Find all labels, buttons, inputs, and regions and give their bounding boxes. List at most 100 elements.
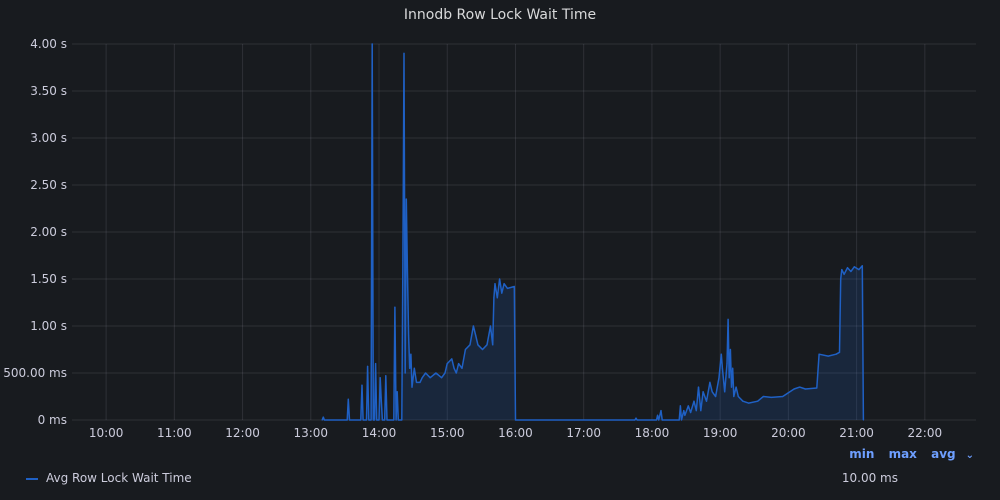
x-tick-label: 22:00 <box>908 426 943 440</box>
data-point <box>453 367 455 369</box>
y-tick-label: 4.00 s <box>30 37 67 51</box>
data-point <box>489 325 492 327</box>
legend-max-header[interactable]: max <box>888 447 917 461</box>
data-point <box>635 417 637 419</box>
data-point <box>435 372 437 374</box>
data-point <box>415 381 418 383</box>
data-point <box>729 348 731 351</box>
y-tick-label: 500.00 ms <box>3 366 67 380</box>
data-point <box>634 419 636 421</box>
data-point <box>444 372 446 374</box>
data-point <box>747 402 750 404</box>
data-point <box>395 419 397 421</box>
data-point <box>411 386 413 388</box>
data-point <box>362 419 364 421</box>
data-point <box>376 419 378 421</box>
data-point <box>323 419 326 421</box>
x-tick-label: 15:00 <box>430 426 465 440</box>
y-tick-label: 1.00 s <box>30 319 67 333</box>
data-point <box>375 363 377 365</box>
data-point <box>727 318 729 321</box>
data-point <box>501 292 503 294</box>
data-point <box>697 386 700 388</box>
legend-item[interactable]: Avg Row Lock Wait Time 10.00 ms <box>0 468 1000 490</box>
data-point <box>693 400 695 402</box>
y-tick-label: 2.50 s <box>30 178 67 192</box>
x-tick-label: 10:00 <box>89 426 124 440</box>
data-point <box>410 353 412 355</box>
data-point <box>720 353 722 355</box>
data-point <box>419 381 421 383</box>
data-point <box>689 411 692 414</box>
data-point <box>469 344 471 346</box>
data-point <box>838 351 841 353</box>
data-point <box>728 377 730 379</box>
data-point <box>461 367 463 369</box>
data-point <box>724 391 726 393</box>
data-point <box>396 391 398 393</box>
chevron-down-icon: ⌄ <box>965 450 974 461</box>
data-point <box>715 395 717 398</box>
data-point <box>858 269 860 271</box>
data-point <box>397 419 399 421</box>
data-point <box>322 416 324 418</box>
data-point <box>373 419 376 421</box>
x-tick-label: 14:00 <box>362 426 397 440</box>
y-tick-label: 1.50 s <box>30 272 67 286</box>
chart[interactable]: 0 ms 500.00 ms 1.00 s 1.50 s 2.00 s 2.50 s 3.0… <box>0 0 1000 440</box>
x-tick-label: 19:00 <box>703 426 738 440</box>
legend-series-avg: 10.00 ms <box>841 471 898 485</box>
data-point <box>425 372 427 374</box>
data-point <box>514 419 517 421</box>
data-point <box>451 358 453 360</box>
data-point <box>850 270 852 273</box>
data-point <box>700 410 702 412</box>
data-point <box>678 419 680 421</box>
data-point <box>413 367 415 369</box>
data-point <box>762 395 764 398</box>
data-point <box>360 419 362 421</box>
x-tick-label: 17:00 <box>566 426 601 440</box>
data-point <box>429 377 431 379</box>
data-point <box>367 365 369 368</box>
data-point <box>464 348 467 351</box>
data-point <box>636 419 638 421</box>
data-point <box>492 344 494 346</box>
data-point <box>380 400 382 402</box>
data-point <box>446 363 448 365</box>
data-point <box>861 265 863 267</box>
data-point <box>843 273 845 275</box>
data-point <box>455 372 457 374</box>
data-point <box>421 377 423 379</box>
data-point <box>827 355 829 357</box>
data-point <box>475 334 477 336</box>
data-point <box>757 400 759 402</box>
legend-min-header[interactable]: min <box>849 447 875 461</box>
y-tick-label: 0 ms <box>38 413 67 427</box>
data-point <box>381 419 384 421</box>
data-point <box>835 353 837 355</box>
data-point <box>513 285 515 288</box>
data-point <box>679 405 681 407</box>
data-point <box>440 377 443 379</box>
data-point <box>684 414 686 416</box>
data-point <box>661 419 663 421</box>
data-point <box>846 267 849 269</box>
data-point <box>721 367 724 369</box>
panel-title[interactable]: Innodb Row Lock Wait Time <box>403 7 597 23</box>
data-point <box>782 395 784 398</box>
data-point <box>733 395 735 398</box>
data-point <box>726 363 728 365</box>
x-tick-label: 13:00 <box>293 426 328 440</box>
data-point <box>658 419 660 421</box>
data-point <box>481 348 484 351</box>
x-tick-label: 18:00 <box>635 426 670 440</box>
data-point <box>394 306 396 308</box>
data-point <box>702 391 704 393</box>
legend-avg-header[interactable]: avg ⌄ <box>931 447 974 461</box>
data-point <box>730 386 733 388</box>
x-tick-label: 16:00 <box>498 426 533 440</box>
legend-series-name[interactable]: Avg Row Lock Wait Time <box>46 471 192 485</box>
data-point <box>818 353 820 355</box>
data-point <box>402 259 404 261</box>
